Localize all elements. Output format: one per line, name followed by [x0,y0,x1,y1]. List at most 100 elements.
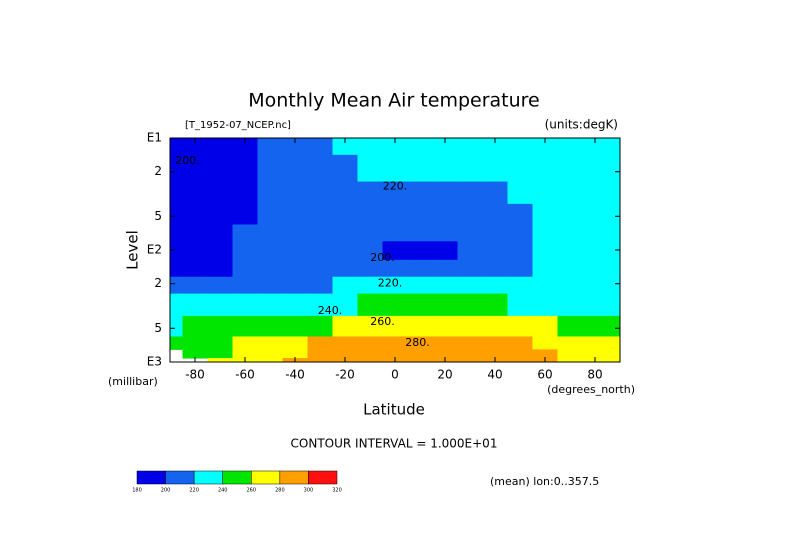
contour-cell [507,336,533,350]
contour-cell [207,181,233,205]
contour-cell [207,138,233,156]
contour-cell [482,276,508,295]
contour-cell [407,358,433,363]
colorbar-label: 260 [247,488,257,494]
contour-cell [432,315,458,337]
contour-cell [382,224,408,242]
contour-cell [257,349,283,359]
contour-cell [607,293,621,317]
contour-cell [557,336,583,350]
file-label: [T_1952-07_NCEP.nc] [185,120,291,131]
contour-label: 280. [405,336,430,349]
contour-cell [507,224,533,242]
contour-cell [182,181,208,205]
contour-cell [382,154,408,183]
contour-cell [170,336,183,350]
contour-cell [282,241,308,261]
contour-cell [457,224,483,242]
contour-cell [557,154,583,183]
contour-cell [207,336,233,350]
contour-cell [207,259,233,278]
contour-cell [532,336,558,350]
contour-cell [457,241,483,261]
x-tick-label: 20 [437,368,452,382]
contour-cell [457,181,483,205]
contour-cell [357,259,383,278]
contour-cell [457,138,483,156]
y-tick-label: 2 [154,276,162,290]
contour-cell [307,203,333,225]
colorbar-label: 320 [332,488,342,494]
contour-cell [407,293,433,317]
contour-cell [332,315,358,337]
contour-cell [282,349,308,359]
contour-cell [182,241,208,261]
contour-cell [357,138,383,156]
contour-cell [307,293,333,317]
contour-cell [607,138,621,156]
contour-cell [382,349,408,359]
contour-cell [332,293,358,317]
contour-cell [232,336,258,350]
contour-cell [557,349,583,359]
contour-cell [557,293,583,317]
contour-cell [382,276,408,295]
contour-cell [532,154,558,183]
contour-cell [307,336,333,350]
contour-cell [232,138,258,156]
contour-cell [382,315,408,337]
colorbar-label: 200 [161,488,171,494]
contour-cell [457,259,483,278]
contour-cell [407,224,433,242]
contour-cell [232,349,258,359]
contour-cell [382,203,408,225]
contour-cell [332,181,358,205]
contour-cell [257,259,283,278]
contour-cell [407,336,433,350]
contour-cell [282,276,308,295]
contour-cell [382,138,408,156]
contour-cell [182,276,208,295]
contour-cell [582,203,608,225]
contour-cell [607,154,621,183]
contour-cell [207,154,233,183]
contour-label: 200. [370,251,395,264]
contour-cell [257,358,283,363]
contour-cell [257,276,283,295]
x-tick-label: -60 [235,368,255,382]
contour-cell [182,259,208,278]
contour-cell [257,203,283,225]
contour-cell [207,293,233,317]
contour-cell [607,259,621,278]
contour-cell [482,293,508,317]
contour-cell [432,138,458,156]
contour-cell [207,224,233,242]
contour-cell [432,349,458,359]
contour-cell [307,358,333,363]
contour-cell [582,241,608,261]
contour-cell [357,276,383,295]
contour-cell [507,358,533,363]
contour-cell [232,315,258,337]
contour-cell [457,315,483,337]
contour-cell [257,241,283,261]
contour-cell [582,181,608,205]
contour-label: 220. [378,277,403,290]
contour-cell [432,241,458,261]
contour-cell [332,259,358,278]
contour-cell [457,349,483,359]
contour-cell [557,259,583,278]
contour-cell [307,241,333,261]
contour-cell [407,349,433,359]
contour-cell [332,203,358,225]
contour-cell [407,181,433,205]
contour-cell [282,259,308,278]
y-tick-label: E1 [147,131,162,145]
contour-cell [532,259,558,278]
contour-cell [557,276,583,295]
contour-cell [557,315,583,337]
contour-cell [582,349,608,359]
contour-cell [482,203,508,225]
contour-cell [207,203,233,225]
contour-cell [257,181,283,205]
